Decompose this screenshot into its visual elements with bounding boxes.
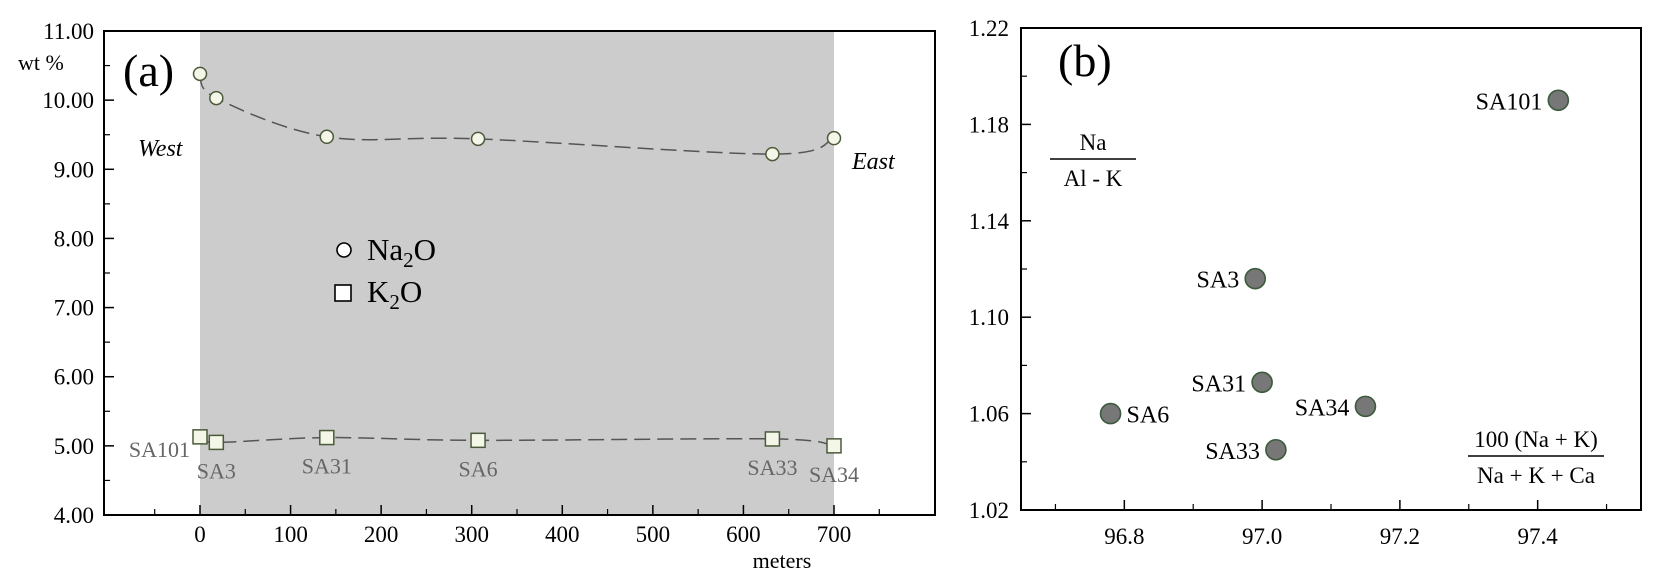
sample-point (1354, 395, 1377, 418)
na2o-point (209, 90, 224, 106)
y-tick-label: 6.00 (54, 365, 94, 390)
sample-label: SA101 (129, 437, 190, 462)
y-tick-label: 10.00 (42, 88, 94, 113)
sample-point (1099, 402, 1122, 425)
sample-label: SA33 (1205, 439, 1260, 465)
na2o-point (765, 146, 780, 162)
x-axis-title-b: 100 (Na + K) Na + K + Ca (1468, 427, 1604, 488)
na2o-point (192, 66, 208, 82)
legend-k2o-label: K2O (367, 274, 422, 314)
na2o-point (470, 131, 486, 147)
panel-label-b: (b) (1058, 35, 1112, 86)
shaded-region (200, 31, 834, 515)
x-tick-label: 97.0 (1242, 524, 1282, 549)
east-label: East (851, 149, 896, 175)
y-tick-label: 1.14 (969, 209, 1010, 234)
y-axis-title-a: wt % (18, 50, 64, 75)
x-tick-label: 97.4 (1518, 524, 1559, 549)
legend: Na2O K2O (334, 232, 436, 314)
sample-label: SA34 (1295, 395, 1350, 421)
y-tick-label: 11.00 (43, 19, 94, 44)
data-points-b: SA101 SA3 SA31 SA34 SA6 SA33 (1099, 89, 1570, 465)
sample-point (1244, 267, 1267, 290)
axis-ticks-b: 1.02 1.06 1.10 1.14 1.18 1.22 96.8 97.0 97.2 97.4 (969, 16, 1608, 549)
sample-labels-a: SA101 SA3 SA31 SA6 SA33 SA34 (129, 437, 859, 487)
sample-label: SA3 (197, 458, 236, 483)
y-tick-label: 1.18 (969, 112, 1009, 137)
panel-a: 4.00 5.00 6.00 7.00 8.00 9.00 10.00 11.00 0 100 20… (18, 19, 936, 573)
x-tick-label: 100 (273, 522, 308, 547)
panel-label-a: (a) (123, 45, 174, 96)
sample-label: SA33 (747, 455, 797, 480)
axis-ticks-a: 4.00 5.00 6.00 7.00 8.00 9.00 10.00 11.00 0 100 20… (42, 19, 880, 547)
sample-label: SA6 (1127, 403, 1170, 429)
sample-point (1265, 438, 1287, 461)
k2o-point (208, 434, 225, 451)
legend-k2o-marker (334, 284, 352, 302)
sample-label: SA101 (1476, 89, 1543, 115)
y-tick-label: 1.02 (969, 498, 1009, 523)
x-tick-label: 600 (726, 522, 761, 547)
legend-na2o-label: Na2O (367, 232, 436, 272)
sample-label: SA3 (1197, 268, 1240, 294)
x-tick-label: 700 (817, 522, 852, 547)
na2o-point (826, 130, 842, 146)
sample-label: SA31 (1191, 371, 1246, 397)
y-tick-label: 1.22 (969, 16, 1009, 41)
k2o-fit-curve (199, 436, 835, 447)
x-tick-label: 0 (194, 522, 206, 547)
x-axis-title-a: meters (753, 548, 812, 573)
k2o-point (319, 429, 335, 446)
x-tick-label: 400 (545, 522, 580, 547)
west-label: West (138, 136, 184, 162)
y-tick-label: 8.00 (54, 226, 94, 251)
na2o-point (319, 129, 335, 145)
x-title-numerator: 100 (Na + K) (1474, 427, 1597, 452)
sample-point (1547, 89, 1570, 112)
k2o-point (192, 429, 208, 445)
x-tick-label: 500 (636, 522, 671, 547)
y-tick-label: 1.10 (969, 305, 1009, 330)
y-tick-label: 9.00 (54, 157, 94, 182)
k2o-point (470, 432, 486, 449)
legend-na2o-marker (336, 242, 352, 258)
x-tick-label: 96.8 (1104, 524, 1144, 549)
x-tick-label: 300 (454, 522, 489, 547)
sample-label: SA31 (302, 454, 352, 479)
y-tick-label: 4.00 (54, 503, 94, 528)
x-tick-label: 200 (364, 522, 399, 547)
x-tick-label: 97.2 (1380, 524, 1420, 549)
sample-label: SA34 (809, 462, 859, 487)
data-points-a (192, 66, 842, 454)
y-title-numerator: Na (1080, 130, 1107, 155)
y-tick-label: 1.06 (969, 402, 1009, 427)
k2o-point (826, 438, 842, 454)
y-title-denominator: Al - K (1064, 166, 1123, 191)
y-tick-label: 5.00 (54, 434, 94, 459)
y-axis-title-b: Na Al - K (1050, 130, 1136, 191)
sample-point (1251, 371, 1273, 394)
k2o-point (764, 431, 781, 447)
panel-b: 1.02 1.06 1.10 1.14 1.18 1.22 96.8 97.0 97.2 97.4… (969, 16, 1642, 549)
x-title-denominator: Na + K + Ca (1477, 463, 1595, 488)
y-tick-label: 7.00 (54, 296, 94, 321)
sample-label: SA6 (458, 456, 497, 481)
